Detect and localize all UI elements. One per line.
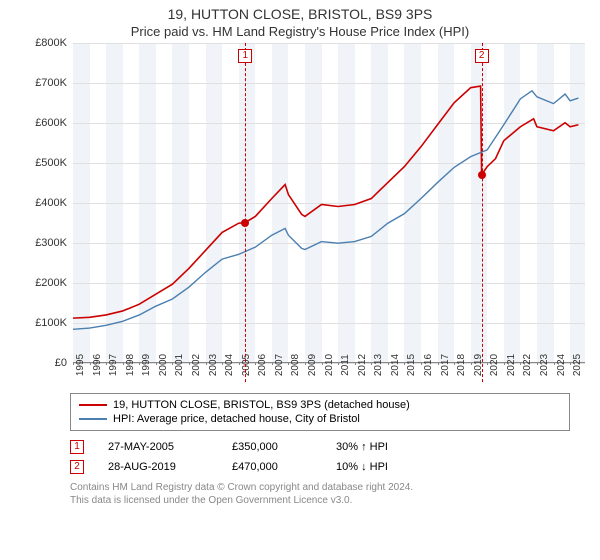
transaction-row: 2 28-AUG-2019 £470,000 10% ↓ HPI — [70, 457, 570, 477]
transactions-table: 1 27-MAY-2005 £350,000 30% ↑ HPI 2 28-AUG-201… — [70, 437, 570, 477]
y-tick-label: £700K — [35, 77, 67, 89]
y-tick-label: £300K — [35, 237, 67, 249]
y-tick-label: £100K — [35, 317, 67, 329]
series-line — [73, 91, 578, 329]
line-series-svg — [73, 43, 585, 362]
y-tick-label: £500K — [35, 157, 67, 169]
transaction-date: 28-AUG-2019 — [108, 461, 208, 473]
y-tick-label: £200K — [35, 277, 67, 289]
y-tick-label: £600K — [35, 117, 67, 129]
footer-line-1: Contains HM Land Registry data © Crown c… — [70, 481, 570, 494]
legend-box: 19, HUTTON CLOSE, BRISTOL, BS9 3PS (deta… — [70, 393, 570, 431]
y-tick-label: £800K — [35, 37, 67, 49]
transaction-badge: 1 — [70, 440, 84, 454]
footer-line-2: This data is licensed under the Open Gov… — [70, 494, 570, 507]
transaction-badge: 2 — [70, 460, 84, 474]
transaction-pct-vs-hpi: 30% ↑ HPI — [336, 441, 436, 453]
price-marker-dot — [478, 171, 486, 179]
legend-item: HPI: Average price, detached house, City… — [79, 412, 561, 426]
chart-area: £0£100K£200K£300K£400K£500K£600K£700K£80… — [25, 43, 585, 383]
legend-swatch — [79, 418, 107, 420]
transaction-price: £350,000 — [232, 441, 312, 453]
event-vline — [482, 43, 483, 382]
footer-attribution: Contains HM Land Registry data © Crown c… — [70, 481, 570, 507]
transaction-date: 27-MAY-2005 — [108, 441, 208, 453]
transaction-pct-vs-hpi: 10% ↓ HPI — [336, 461, 436, 473]
y-tick-label: £400K — [35, 197, 67, 209]
plot-region: 12 — [73, 43, 585, 363]
x-axis: 1995199619971998199920002001200220032004… — [73, 363, 585, 383]
chart-title-sub: Price paid vs. HM Land Registry's House … — [0, 22, 600, 43]
transaction-row: 1 27-MAY-2005 £350,000 30% ↑ HPI — [70, 437, 570, 457]
chart-title-address: 19, HUTTON CLOSE, BRISTOL, BS9 3PS — [0, 0, 600, 22]
legend-item: 19, HUTTON CLOSE, BRISTOL, BS9 3PS (deta… — [79, 398, 561, 412]
event-badge: 2 — [475, 49, 489, 63]
price-marker-dot — [241, 219, 249, 227]
chart-container: 19, HUTTON CLOSE, BRISTOL, BS9 3PS Price… — [0, 0, 600, 560]
transaction-price: £470,000 — [232, 461, 312, 473]
y-tick-label: £0 — [55, 357, 67, 369]
event-badge: 1 — [238, 49, 252, 63]
event-vline — [245, 43, 246, 382]
series-line — [73, 86, 578, 318]
legend-swatch — [79, 404, 107, 406]
legend-label: 19, HUTTON CLOSE, BRISTOL, BS9 3PS (deta… — [113, 399, 410, 411]
y-axis: £0£100K£200K£300K£400K£500K£600K£700K£80… — [25, 43, 71, 383]
legend-label: HPI: Average price, detached house, City… — [113, 413, 360, 425]
